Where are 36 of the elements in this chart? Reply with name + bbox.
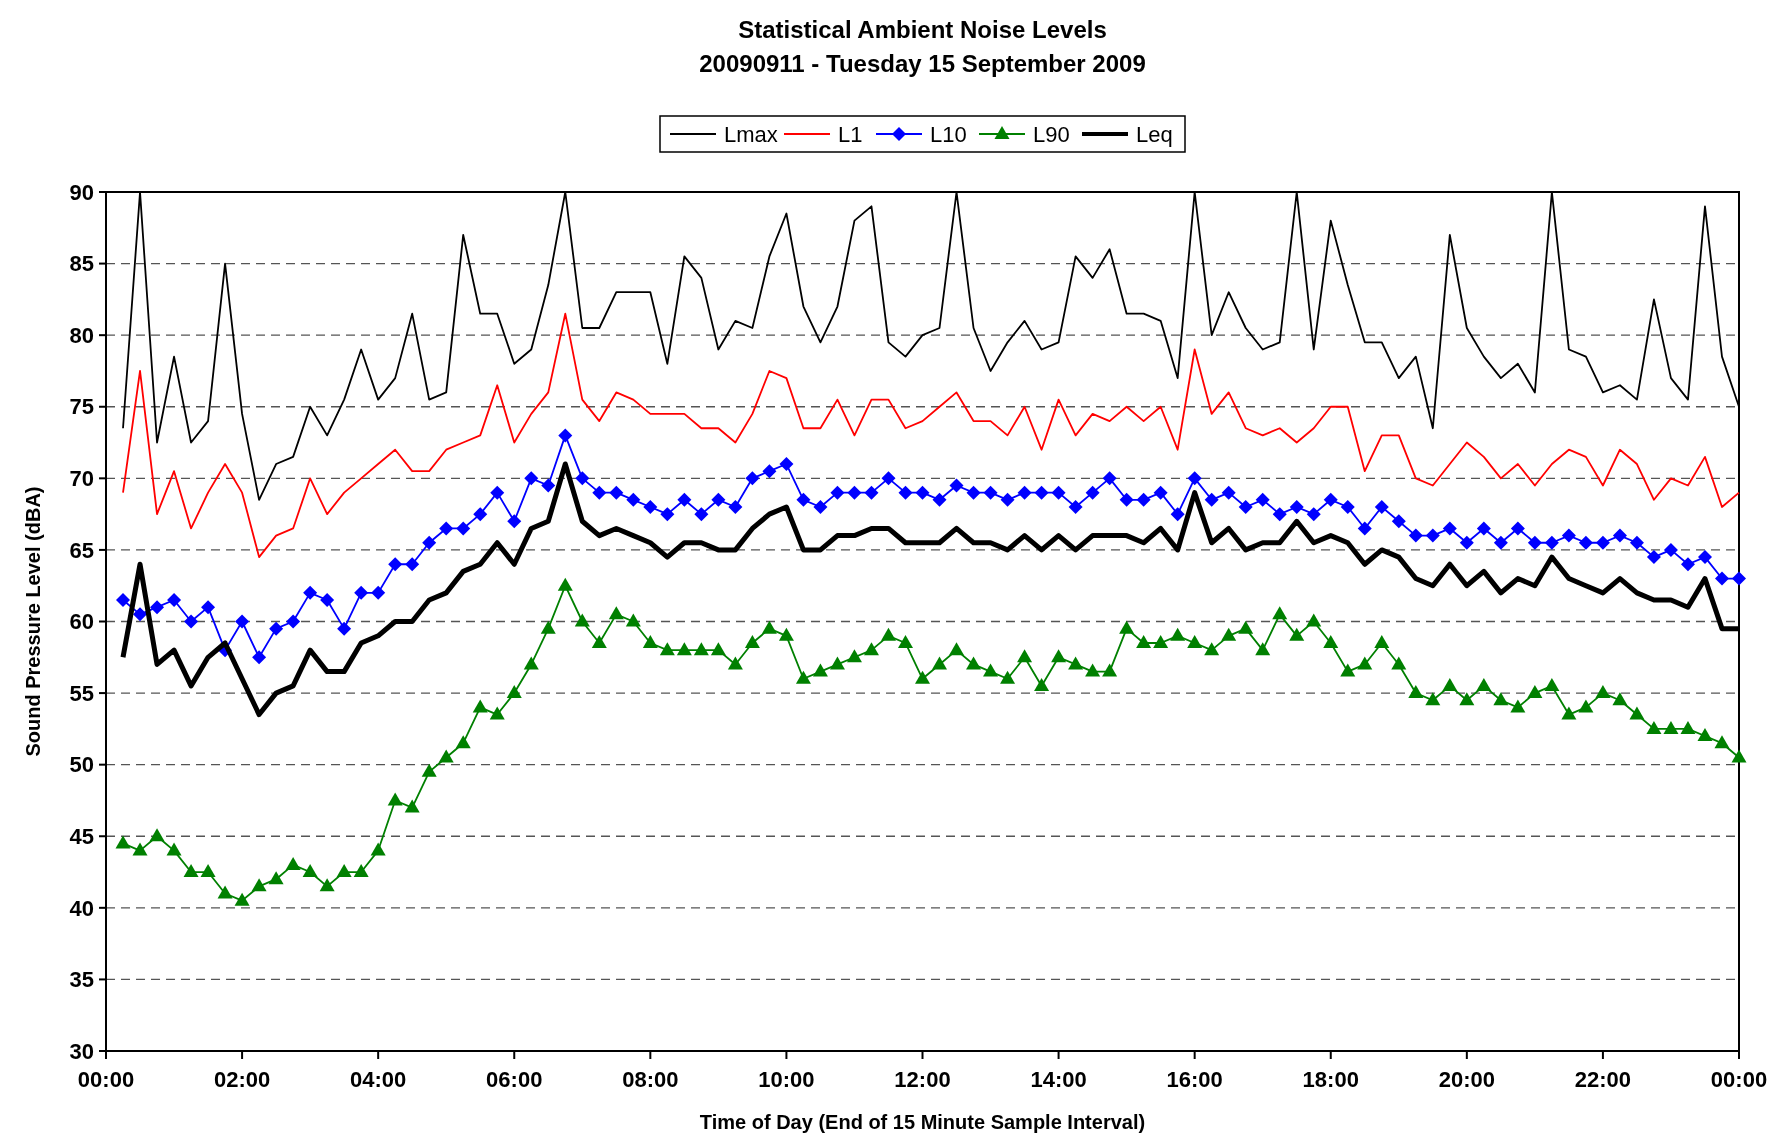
y-tick-label: 35 [69, 967, 94, 993]
y-tick-label: 60 [69, 609, 94, 635]
legend-label: Lmax [724, 121, 778, 147]
line-series [122, 312, 1740, 558]
y-axis-title: Sound Pressure Level (dBA) [22, 486, 44, 757]
legend-label: L1 [838, 121, 863, 147]
y-tick-label: 45 [69, 823, 94, 849]
x-tick-label: 04:00 [350, 1067, 407, 1092]
y-tick-label: 55 [69, 680, 94, 706]
x-tick-label: 06:00 [486, 1067, 543, 1092]
chart-subtitle: 20090911 - Tuesday 15 September 2009 [699, 50, 1146, 77]
y-tick-label: 90 [69, 179, 94, 205]
x-tick-label: 14:00 [1030, 1067, 1087, 1092]
x-tick-label: 08:00 [622, 1067, 679, 1092]
chart-title: Statistical Ambient Noise Levels [738, 16, 1107, 43]
legend-label: L10 [930, 121, 967, 147]
x-tick-label: 16:00 [1166, 1067, 1223, 1092]
x-tick-label: 18:00 [1302, 1067, 1359, 1092]
y-tick-label: 30 [69, 1038, 94, 1064]
x-tick-label: 22:00 [1574, 1067, 1632, 1092]
x-tick-label: 10:00 [758, 1067, 815, 1092]
x-tick-label: 12:00 [894, 1067, 951, 1092]
y-tick-label: 65 [69, 537, 94, 563]
x-tick-label: 00:00 [1710, 1067, 1768, 1092]
y-tick-label: 70 [69, 466, 94, 492]
x-axis-title: Time of Day (End of 15 Minute Sample Interval) [699, 1111, 1146, 1133]
x-tick-label: 00:00 [77, 1067, 135, 1092]
legend-label: L90 [1033, 121, 1070, 147]
y-tick-label: 50 [69, 752, 94, 778]
legend-label: Leq [1136, 121, 1173, 147]
y-tick-label: 80 [69, 322, 94, 348]
y-tick-label: 75 [69, 394, 94, 420]
y-tick-label: 85 [69, 251, 94, 277]
y-tick-label: 40 [69, 895, 94, 921]
x-tick-label: 20:00 [1438, 1067, 1495, 1092]
x-tick-label: 02:00 [213, 1067, 271, 1092]
